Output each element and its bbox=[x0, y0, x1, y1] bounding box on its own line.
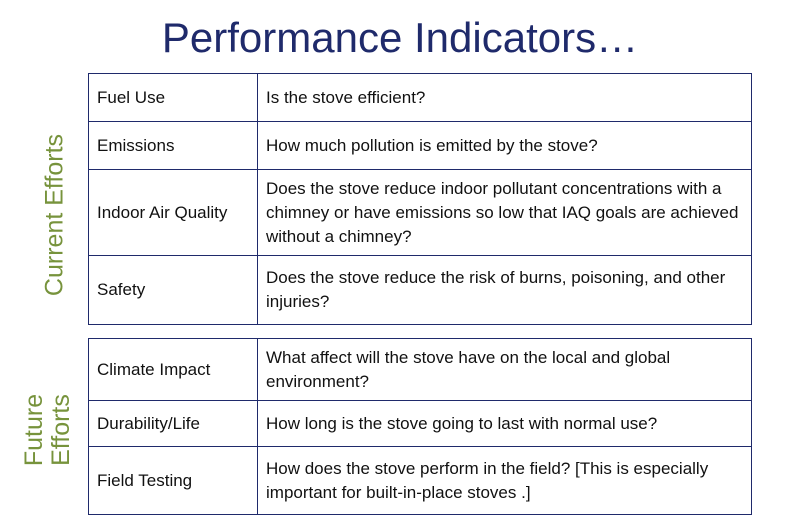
indicator-name: Durability/Life bbox=[88, 400, 258, 447]
indicator-question: How much pollution is emitted by the sto… bbox=[257, 121, 752, 170]
indicator-table: Climate Impact What affect will the stove… bbox=[88, 338, 752, 515]
indicator-question: Does the stove reduce indoor pollutant c… bbox=[257, 169, 752, 256]
table-row: Field Testing How does the stove perform … bbox=[88, 446, 752, 515]
slide-title: Performance Indicators… bbox=[161, 14, 639, 61]
table-row: Emissions How much pollution is emitted b… bbox=[88, 121, 752, 170]
indicator-name: Safety bbox=[88, 255, 258, 325]
indicator-question: How long is the stove going to last with… bbox=[257, 400, 752, 447]
table-body: Climate Impact What affect will the stove… bbox=[88, 338, 752, 515]
table-row: Climate Impact What affect will the stove… bbox=[88, 338, 752, 401]
indicator-question: Is the stove efficient? bbox=[257, 73, 752, 122]
indicator-table: Fuel Use Is the stove efficient? Emissions… bbox=[88, 73, 752, 325]
indicator-name: Field Testing bbox=[88, 446, 258, 515]
indicator-question: How does the stove perform in the field?… bbox=[257, 446, 752, 515]
table-row: Fuel Use Is the stove efficient? bbox=[88, 73, 752, 122]
indicator-question: What affect will the stove have on the l… bbox=[257, 338, 752, 401]
table-row: Indoor Air Quality Does the stove reduce … bbox=[88, 169, 752, 256]
indicator-name: Fuel Use bbox=[88, 73, 258, 122]
table-row: Durability/Life How long is the stove goi… bbox=[88, 400, 752, 447]
indicator-name: Indoor Air Quality bbox=[88, 169, 258, 256]
indicator-question: Does the stove reduce the risk of burns,… bbox=[257, 255, 752, 325]
group-label: Current Efforts bbox=[40, 133, 69, 297]
table-body: Fuel Use Is the stove efficient? Emissions… bbox=[88, 73, 752, 325]
indicator-name: Climate Impact bbox=[88, 338, 258, 401]
table-row: Safety Does the stove reduce the risk of … bbox=[88, 255, 752, 325]
group-label: Future Efforts bbox=[20, 393, 75, 467]
indicator-name: Emissions bbox=[88, 121, 258, 170]
